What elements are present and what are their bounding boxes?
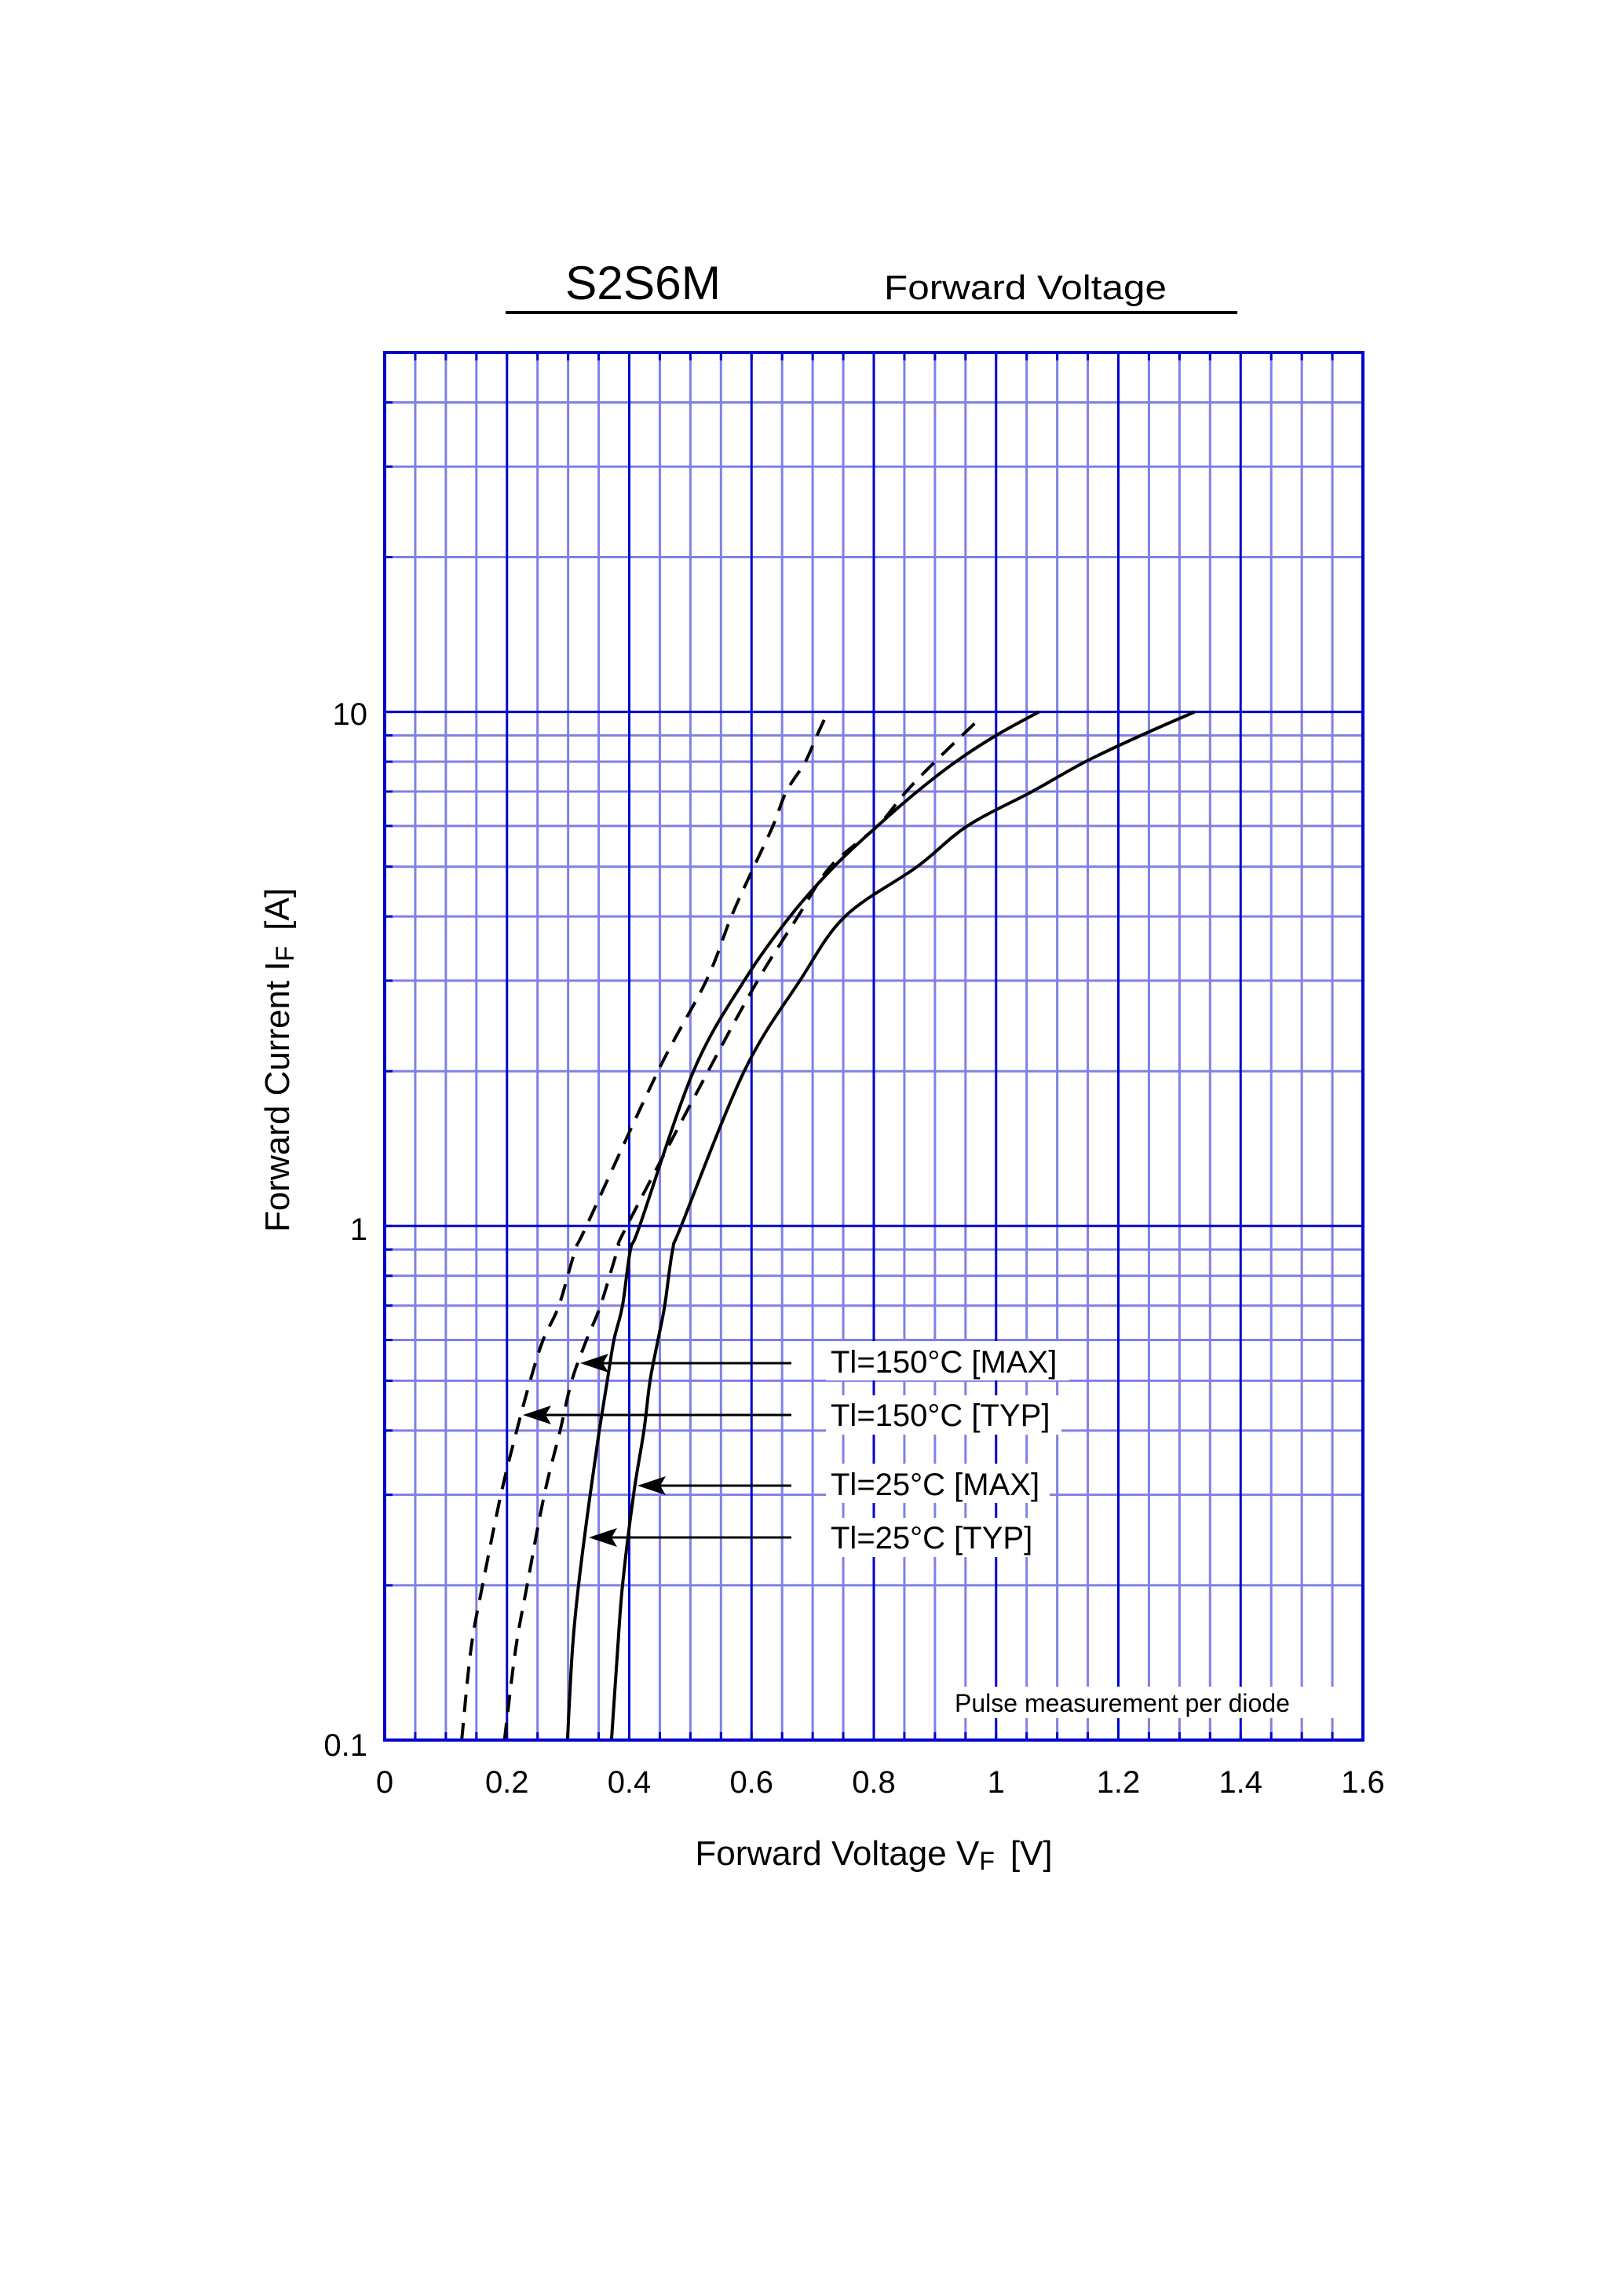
legend-item-25-max: Tl=25°C [MAX] bbox=[637, 1464, 1050, 1503]
minor-gridlines bbox=[385, 353, 1363, 1740]
arrow-head-icon bbox=[523, 1406, 551, 1424]
legend-item-150-max: Tl=150°C [MAX] bbox=[580, 1341, 1069, 1380]
curve-tl-25-c-typ bbox=[565, 710, 1040, 1741]
y-axis-title: Forward Current IF[A] bbox=[258, 888, 299, 1232]
legend-item-150-typ: Tl=150°C [TYP] bbox=[523, 1395, 1061, 1435]
legend: Tl=150°C [MAX] Tl=150°C [TYP] Tl=25°C [M… bbox=[523, 1341, 1069, 1557]
x-tick-label: 1.2 bbox=[1097, 1765, 1141, 1800]
note-text: Pulse measurement per diode bbox=[955, 1689, 1290, 1717]
x-tick-label: 1 bbox=[988, 1765, 1005, 1800]
curve-tl-150-c-typ bbox=[460, 711, 830, 1741]
chart-title: S2S6M Forward Voltage bbox=[506, 257, 1237, 314]
x-tick-label: 1.6 bbox=[1341, 1765, 1385, 1800]
x-tick-label: 0.2 bbox=[485, 1765, 529, 1800]
plot-frame bbox=[383, 351, 1364, 1742]
legend-label: Tl=25°C [TYP] bbox=[831, 1521, 1032, 1556]
x-tick-label: 0.4 bbox=[608, 1765, 652, 1800]
major-gridlines bbox=[385, 353, 1363, 1740]
arrow-head-icon bbox=[637, 1476, 666, 1495]
x-tick-label: 0.6 bbox=[729, 1765, 773, 1800]
x-tick-label: 1.4 bbox=[1218, 1765, 1262, 1800]
y-tick-label: 1 bbox=[350, 1212, 367, 1247]
chart-name: Forward Voltage bbox=[884, 269, 1167, 307]
legend-label: Tl=150°C [MAX] bbox=[831, 1345, 1057, 1380]
part-number: S2S6M bbox=[565, 257, 721, 309]
x-axis-tick-labels: 0 0.2 0.4 0.6 0.8 1 1.2 1.4 1.6 bbox=[376, 1765, 1385, 1800]
legend-item-25-typ: Tl=25°C [TYP] bbox=[589, 1518, 1042, 1557]
y-tick-label: 0.1 bbox=[323, 1728, 367, 1763]
curve-tl-25-c-max bbox=[609, 710, 1196, 1741]
x-axis-title: Forward Voltage VF [V] bbox=[695, 1834, 1052, 1875]
legend-label: Tl=25°C [MAX] bbox=[831, 1468, 1039, 1502]
measurement-note: Pulse measurement per diode bbox=[950, 1687, 1341, 1718]
x-tick-label: 0.8 bbox=[852, 1765, 896, 1800]
curves bbox=[460, 710, 1196, 1741]
arrow-head-icon bbox=[580, 1354, 608, 1373]
legend-label: Tl=150°C [TYP] bbox=[831, 1398, 1050, 1433]
y-tick-label: 10 bbox=[333, 697, 368, 732]
y-axis-tick-labels: 0.1 1 10 bbox=[323, 697, 367, 1763]
arrow-head-icon bbox=[589, 1528, 617, 1547]
x-tick-label: 0 bbox=[376, 1765, 393, 1800]
